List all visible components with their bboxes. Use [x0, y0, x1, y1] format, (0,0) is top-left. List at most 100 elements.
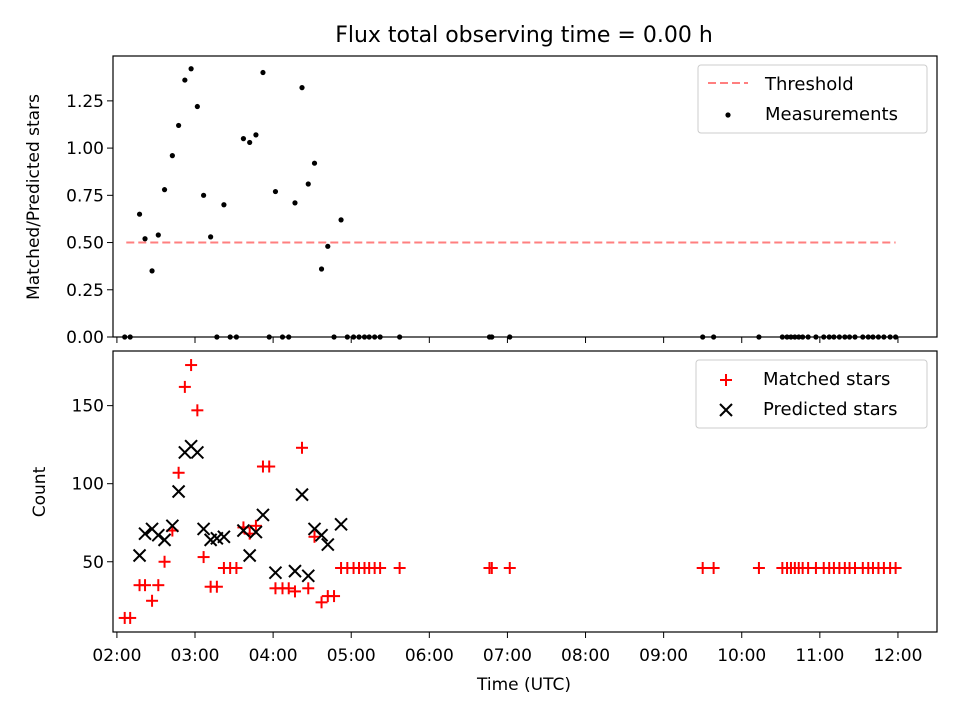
measurement-point — [208, 234, 214, 240]
predicted-star-point-b — [256, 508, 270, 522]
top-panel: Flux total observing time = 0.00 h Match… — [24, 23, 938, 348]
predicted-star-point — [171, 484, 186, 499]
measurement-point — [182, 77, 188, 83]
measurement-point — [188, 66, 194, 72]
measurement-point — [338, 217, 344, 223]
bottom-x-tick-label: 03:00 — [171, 646, 220, 666]
bottom-x-tick-label: 07:00 — [483, 646, 532, 666]
legend-predicted-swatch — [719, 403, 733, 417]
predicted-star-point — [157, 533, 172, 547]
bottom-x-tick-label: 08:00 — [561, 646, 610, 666]
matched-star-point — [263, 460, 276, 473]
matched-star-point — [707, 561, 720, 574]
bottom-y-tick-label: 100 — [72, 475, 104, 495]
predicted-star-point — [236, 523, 251, 538]
predicted-star-point-b — [145, 522, 159, 536]
top-y-tick-label: 0.50 — [66, 234, 104, 254]
top-y-tick-label: 0.00 — [66, 328, 104, 348]
matched-star-point — [308, 530, 321, 543]
matched-star-point — [124, 611, 137, 624]
top-y-ticks: 0.00 0.25 0.50 0.75 1.00 1.25 — [66, 92, 113, 348]
matched-star-point — [288, 585, 301, 598]
predicted-star-point — [301, 569, 315, 583]
measurement-point — [240, 136, 247, 142]
predicted-star-point — [314, 528, 329, 542]
matched-star-point — [889, 561, 902, 574]
measurement-point — [221, 202, 227, 208]
top-y-axis-label: Matched/Predicted stars — [24, 94, 44, 300]
bottom-x-tick-label: 11:00 — [795, 646, 844, 666]
matched-star-point — [249, 519, 262, 532]
predicted-star-point — [138, 526, 152, 541]
measurement-point — [292, 200, 298, 206]
legend-threshold-label: Threshold — [764, 74, 854, 95]
measurement-point — [176, 122, 182, 129]
legend-measurements-swatch — [725, 112, 731, 118]
predicted-star-point — [132, 548, 147, 563]
top-y-tick-label: 1.00 — [66, 139, 104, 159]
measurement-point — [161, 187, 168, 193]
predicted-star-point — [151, 528, 166, 542]
predicted-star-point-b — [334, 517, 348, 531]
top-legend-box — [697, 64, 928, 134]
measurement-point — [169, 153, 175, 159]
measurement-point — [155, 232, 161, 238]
predicted-star-point-b — [138, 526, 152, 541]
predicted-star-point-b — [249, 525, 263, 539]
predicted-star-point-b — [268, 565, 283, 580]
bottom-x-ticks: 02:00 03:00 04:00 05:00 06:00 07:00 08:00 09:00… — [92, 632, 922, 666]
predicted-star-point-b — [132, 548, 147, 563]
measurement-point — [325, 243, 331, 249]
top-legend: Threshold Measurements — [697, 64, 928, 134]
top-y-tick-label: 1.25 — [66, 92, 104, 112]
predicted-star-point — [288, 564, 302, 578]
top-y-tick-label: 0.75 — [66, 186, 104, 206]
matched-star-point — [328, 590, 341, 603]
predicted-star-point-b — [295, 487, 309, 502]
measurement-point — [305, 181, 311, 187]
matched-star-point — [296, 441, 309, 454]
matched-star-point — [230, 561, 243, 574]
measurement-point — [201, 192, 207, 198]
bottom-series-predicted-stars — [132, 439, 348, 583]
bottom-panel: Count Time (UTC) 50 100 150 02:00 03:00 04:0… — [30, 350, 938, 695]
matched-star-point — [374, 561, 387, 574]
predicted-star-point-b — [242, 548, 257, 563]
bottom-x-tick-label: 06:00 — [405, 646, 454, 666]
measurement-point — [149, 268, 155, 274]
bottom-series-matched-stars — [118, 359, 902, 624]
matched-star-point — [146, 594, 159, 607]
matched-star-point — [696, 561, 709, 574]
legend-predicted-label: Predicted stars — [763, 399, 897, 420]
matched-star-point — [752, 561, 765, 574]
bottom-x-tick-label: 10:00 — [717, 646, 766, 666]
top-axes-frame — [112, 55, 938, 338]
predicted-star-point — [217, 530, 231, 544]
predicted-star-point-b — [190, 445, 205, 460]
measurement-point — [142, 236, 148, 242]
matched-star-point — [158, 555, 171, 568]
top-y-tick-label: 0.25 — [66, 281, 104, 301]
predicted-star-point — [268, 565, 283, 580]
bottom-legend: Matched stars Predicted stars — [695, 359, 928, 429]
measurement-point — [299, 85, 305, 91]
bottom-y-ticks: 50 100 150 — [72, 397, 113, 573]
predicted-star-point — [165, 519, 180, 533]
predicted-star-point — [321, 537, 335, 552]
predicted-star-point-b — [171, 484, 186, 499]
predicted-star-point — [295, 487, 309, 502]
predicted-star-point-b — [165, 519, 180, 533]
predicted-star-point-b — [301, 569, 315, 583]
measurement-point — [253, 132, 259, 138]
predicted-star-point-b — [157, 533, 172, 547]
predicted-star-point-b — [236, 523, 251, 538]
predicted-star-point — [242, 548, 257, 563]
matched-star-point — [185, 359, 198, 372]
matched-star-point — [282, 582, 295, 595]
predicted-star-point — [249, 525, 263, 539]
chart-title: Flux total observing time = 0.00 h — [335, 23, 713, 48]
matched-star-point — [139, 579, 152, 592]
matched-star-point — [152, 579, 165, 592]
legend-matched-label: Matched stars — [763, 369, 890, 390]
